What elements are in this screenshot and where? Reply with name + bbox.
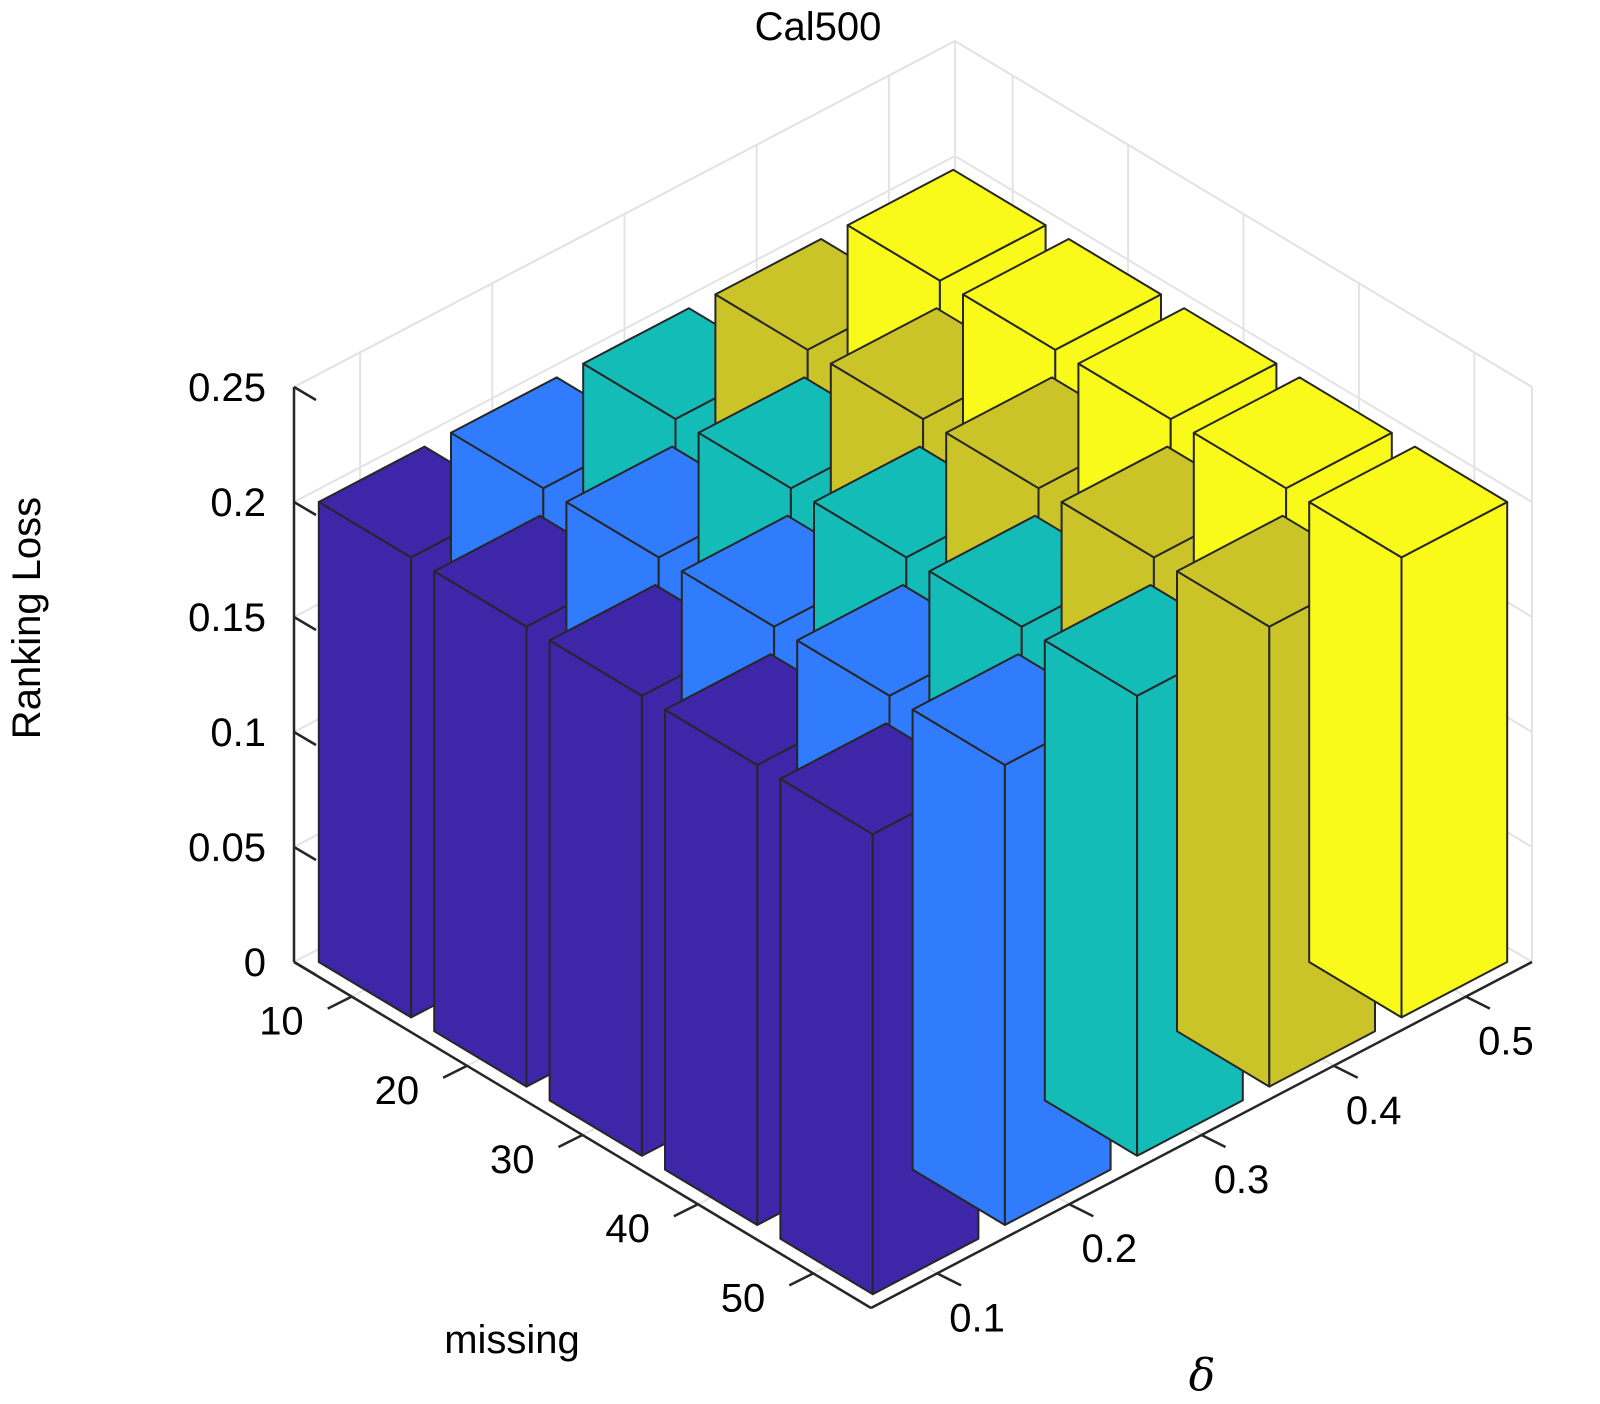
x-tick-label: 10 [259, 1000, 304, 1044]
plot-area: 0 0.05 0.1 0.15 0.2 0.25 10 20 30 40 50 0.1 0.2 0.3 0.… [188, 39, 1534, 1340]
y-tick-label: 0.4 [1346, 1089, 1402, 1133]
bar-left-face [664, 708, 759, 1226]
bars [317, 168, 1509, 1296]
z-tick-label: 0.25 [188, 366, 266, 410]
bar-left-face [911, 708, 1006, 1226]
x-tick [327, 995, 353, 1010]
bar-left-face [317, 501, 413, 1019]
z-tick-label: 0.1 [210, 711, 266, 755]
bar-top-face [846, 168, 1047, 282]
axes: 0 0.05 0.1 0.15 0.2 0.25 10 20 30 40 50 0.1 0.2 0.3 0.… [188, 366, 1534, 1340]
x-tick [788, 1272, 814, 1287]
x-tick-label: 20 [375, 1069, 420, 1113]
z-axis-label: Ranking Loss [5, 497, 49, 739]
z-tick [293, 845, 317, 862]
bar-left-face [433, 570, 528, 1088]
y-tick [1333, 1064, 1359, 1079]
z-tick [293, 730, 317, 747]
y-tick [1465, 995, 1491, 1010]
chart-title: Cal500 [755, 5, 882, 49]
x-tick-label: 30 [490, 1138, 535, 1182]
bar-left-face [779, 777, 874, 1296]
x-tick-label: 50 [721, 1276, 766, 1320]
z-tick-label: 0.15 [188, 596, 266, 640]
bar-top-face [1308, 445, 1509, 559]
z-tick-label: 0 [244, 941, 266, 985]
z-tick [293, 385, 317, 402]
bar-left-face [548, 639, 643, 1157]
bar-left-face [1176, 570, 1271, 1088]
y-tick-label: 0.5 [1478, 1020, 1534, 1064]
bar-left-face [1308, 501, 1403, 1019]
z-tick [293, 615, 317, 632]
x-axis-label: missing [444, 1318, 580, 1362]
x-tick-label: 40 [605, 1207, 650, 1251]
bar-top-face [1077, 307, 1278, 420]
y-tick [1068, 1203, 1094, 1218]
z-tick [293, 500, 317, 517]
x-tick [557, 1133, 584, 1149]
bar-left-face [1043, 639, 1139, 1157]
y-tick [936, 1272, 962, 1287]
z-tick [293, 960, 317, 977]
y-tick-label: 0.3 [1214, 1158, 1270, 1202]
x-tick [442, 1064, 468, 1079]
y-axis-label: δ [1189, 1350, 1216, 1401]
bar-right-face [1400, 501, 1509, 1019]
y-tick-label: 0.2 [1081, 1227, 1137, 1271]
bar-top-face [1192, 376, 1393, 490]
bar [1308, 445, 1509, 1019]
z-tick-label: 0.05 [188, 826, 266, 870]
z-tick-label: 0.2 [210, 481, 266, 525]
x-tick [673, 1203, 699, 1218]
bar-top-face [962, 238, 1162, 351]
y-tick-label: 0.1 [949, 1296, 1005, 1340]
y-tick [1200, 1133, 1227, 1149]
